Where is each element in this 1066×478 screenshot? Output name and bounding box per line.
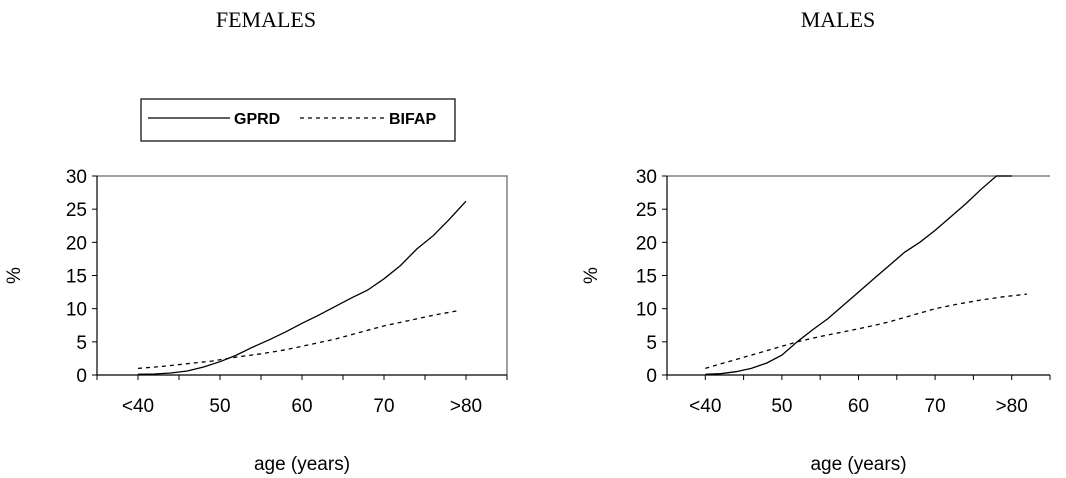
- males-y-tick-label: 5: [646, 333, 657, 354]
- females-x-tick-label: >80: [450, 396, 482, 417]
- males-y-tick-label: 0: [646, 366, 657, 387]
- females-series-bifap-line: [137, 310, 458, 370]
- males-series-gprd-line: [705, 175, 1012, 375]
- males-series-bifap-line: [705, 293, 1028, 370]
- females-y-tick-label: 25: [66, 200, 87, 221]
- males-y-tick-label: 25: [636, 200, 657, 221]
- females-x-axis-label: age (years): [254, 454, 350, 475]
- males-x-tick-label: 60: [848, 396, 869, 417]
- females-y-tick-label: 0: [76, 366, 87, 387]
- males-x-tick-label: <40: [689, 396, 721, 417]
- males-x-tick-label: 50: [771, 396, 792, 417]
- females-y-tick-label: 5: [76, 333, 87, 354]
- legend-box: [140, 98, 456, 142]
- males-chart: 0 5 10 15 20 25 30 <40 50 60 70 >80 age (years)%: [581, 167, 1051, 475]
- females-y-tick-label: 20: [66, 233, 87, 254]
- females-x-tick-label: 60: [291, 396, 312, 417]
- males-y-tick-label: 15: [636, 267, 657, 288]
- males-title: MALES: [801, 7, 876, 32]
- females-x-tick-label: 70: [373, 396, 394, 417]
- males-y-tick-label: 10: [636, 300, 657, 321]
- females-y-tick-label: 15: [66, 267, 87, 288]
- females-series-gprd-line: [137, 200, 467, 375]
- females-chart: 0 5 10 15 20 25 30 <40 50 60 70 >80 age (years)%: [4, 167, 508, 475]
- males-x-axis-label: age (years): [810, 454, 906, 475]
- females-x-tick-label: <40: [122, 396, 154, 417]
- legend: GPRD BIFAP: [140, 98, 456, 142]
- males-y-tick-label: 20: [636, 233, 657, 254]
- females-title: FEMALES: [216, 7, 316, 32]
- males-y-tick-label: 30: [636, 167, 657, 188]
- females-y-tick-label: 30: [66, 167, 87, 188]
- females-y-tick-label: 10: [66, 300, 87, 321]
- females-plot-frame: [97, 175, 508, 375]
- females-x-tick-label: 50: [209, 396, 230, 417]
- males-x-tick-label: >80: [996, 396, 1028, 417]
- legend-bifap-label: BIFAP: [389, 111, 436, 128]
- legend-gprd-label: GPRD: [234, 111, 280, 128]
- males-x-tick-label: 70: [925, 396, 946, 417]
- males-y-axis-label: %: [581, 267, 602, 284]
- females-y-axis-label: %: [4, 267, 25, 284]
